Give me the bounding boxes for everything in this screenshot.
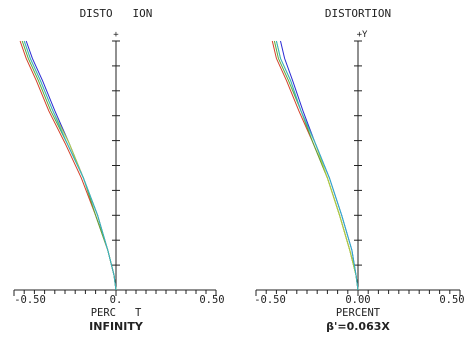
x-axis-label: PERC T	[91, 307, 142, 319]
x-tick-label: 0.50	[199, 294, 224, 306]
distortion-panel-infinity: DISTO ION + -0.50 0. 0.50 PERC T INFINIT…	[13, 7, 225, 333]
panel-subtitle: INFINITY	[89, 320, 144, 333]
distortion-curve	[271, 40, 359, 291]
panel-title: DISTO ION	[80, 7, 153, 20]
curves	[271, 40, 359, 291]
axes	[13, 40, 217, 296]
panel-title: DISTORTION	[325, 7, 391, 20]
distortion-curve	[21, 40, 117, 291]
axes	[255, 40, 461, 296]
axis-marker: +Y	[357, 30, 368, 40]
x-tick-label: 0.	[110, 294, 123, 306]
distortion-curve	[273, 40, 359, 291]
x-axis-label: PERCENT	[336, 307, 381, 319]
x-tick-label: 0.50	[439, 294, 464, 306]
x-tick-label: 0.00	[345, 294, 370, 306]
distortion-curve	[23, 40, 117, 291]
axis-marker: +	[113, 30, 119, 40]
distortion-curve	[280, 40, 359, 291]
curves	[19, 40, 117, 291]
panel-subtitle: β'=0.063X	[326, 320, 390, 333]
distortion-curve	[23, 40, 117, 291]
distortion-curve	[275, 40, 359, 291]
distortion-curve	[19, 40, 117, 291]
distortion-curve	[275, 40, 359, 291]
x-tick-label: -0.50	[14, 294, 46, 306]
distortion-panel-magnification: DISTORTION +Y -0.50 0.00 0.50 PERCENT β'…	[254, 7, 464, 333]
x-tick-label: -0.50	[254, 294, 286, 306]
